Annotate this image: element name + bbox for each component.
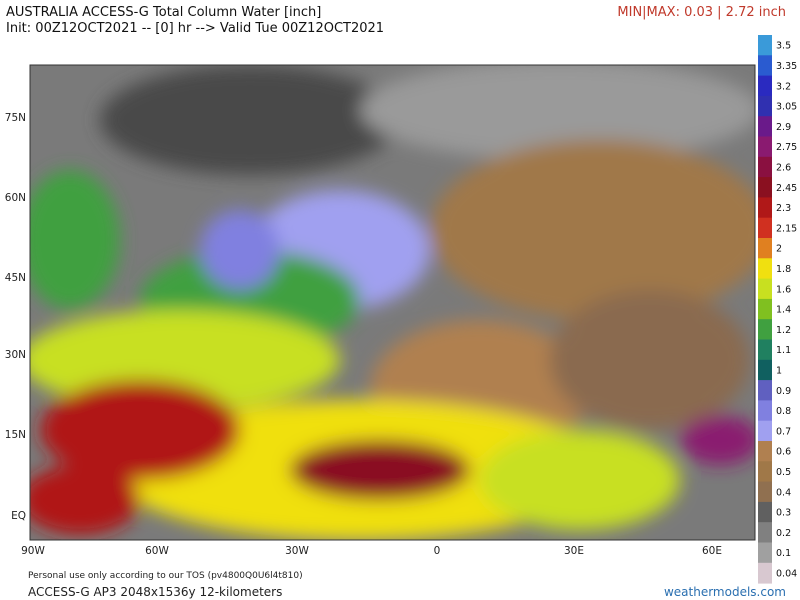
colorbar-swatch	[758, 562, 772, 584]
colorbar-swatch	[758, 461, 772, 483]
colorbar-label: 0.1	[776, 548, 791, 559]
colorbar-label: 0.3	[776, 508, 791, 519]
latitude-label: EQ	[11, 510, 26, 522]
colorbar-swatch	[758, 359, 772, 381]
init-line: Init: 00Z12OCT2021 -- [0] hr --> Valid T…	[6, 21, 384, 36]
colorbar-label: 2.3	[776, 203, 791, 214]
colorbar-swatch	[758, 197, 772, 219]
colorbar-label: 1.4	[776, 305, 791, 316]
coordinate-labels: 75N 60N 45N 30N 15N EQ 90W 60W 30W 0 30E 60E	[5, 112, 722, 557]
colorbar-swatch	[758, 55, 772, 77]
colorbar-swatch	[758, 95, 772, 117]
longitude-label: 90W	[21, 545, 45, 557]
colorbar-swatch	[758, 258, 772, 280]
longitude-label: 60E	[702, 545, 722, 557]
colorbar-label: 1.1	[776, 345, 791, 356]
colorbar-swatch	[758, 238, 772, 259]
colorbar-swatch	[758, 501, 772, 523]
colorbar-label: 1.6	[776, 284, 791, 295]
latitude-label: 15N	[5, 429, 26, 441]
colorbar-label: 0.4	[776, 487, 791, 498]
colorbar-label: 3.2	[776, 81, 791, 92]
title: AUSTRALIA ACCESS-G Total Column Water [i…	[6, 5, 321, 20]
longitude-label: 30W	[285, 545, 309, 557]
latitude-label: 30N	[5, 349, 26, 361]
colorbar-label: 1.8	[776, 264, 791, 275]
colorbar-swatch	[758, 420, 772, 442]
longitude-label: 30E	[564, 545, 584, 557]
colorbar-label: 0.2	[776, 528, 791, 539]
colorbar-swatch	[758, 319, 772, 340]
field-blobs	[30, 65, 755, 540]
tos-note: Personal use only according to our TOS (…	[28, 571, 303, 581]
longitude-label: 60W	[145, 545, 169, 557]
longitude-label: 0	[434, 545, 441, 557]
colorbar-label: 2.9	[776, 122, 791, 133]
colorbar-label: 0.6	[776, 447, 791, 458]
map-frame	[29, 64, 756, 541]
colorbar-label: 1.2	[776, 325, 791, 336]
min-max: MIN|MAX: 0.03 | 2.72 inch	[617, 5, 786, 20]
colorbar-label: 3.5	[776, 41, 791, 52]
colorbar-swatch	[758, 441, 772, 462]
colorbar-label: 0.7	[776, 426, 791, 437]
colorbar-swatch	[758, 400, 772, 422]
colorbar-label: 2.15	[776, 223, 797, 234]
colorbar: 3.5 3.35 3.2 3.05 2.9 2.75 2.6 2.45 2.3 2.15 2 1.8 1…	[758, 35, 797, 584]
latitude-label: 45N	[5, 272, 26, 284]
colorbar-swatch	[758, 116, 772, 137]
colorbar-label: 2	[776, 244, 782, 255]
colorbar-swatch	[758, 217, 772, 239]
colorbar-label: 3.05	[776, 102, 797, 113]
colorbar-label: 0.8	[776, 406, 791, 417]
colorbar-label: 2.6	[776, 162, 791, 173]
colorbar-swatch	[758, 35, 772, 56]
colorbar-label: 2.45	[776, 183, 797, 194]
colorbar-swatch	[758, 481, 772, 503]
colorbar-swatch	[758, 339, 772, 361]
colorbar-swatch	[758, 380, 772, 401]
colorbar-label: 0.04	[776, 568, 797, 579]
colorbar-swatch	[758, 177, 772, 198]
colorbar-swatch	[758, 136, 772, 158]
model-info: ACCESS-G AP3 2048x1536y 12-kilometers	[28, 585, 282, 599]
colorbar-label: 1	[776, 365, 782, 376]
colorbar-swatch	[758, 542, 772, 564]
colorbar-swatch	[758, 522, 772, 543]
site-link[interactable]: weathermodels.com	[664, 585, 786, 599]
colorbar-label: 3.35	[776, 61, 797, 72]
latitude-label: 60N	[5, 192, 26, 204]
colorbar-label: 0.9	[776, 386, 791, 397]
colorbar-swatch	[758, 75, 772, 97]
map-field	[30, 65, 755, 540]
colorbar-swatch	[758, 156, 772, 178]
colorbar-label: 2.75	[776, 142, 797, 153]
latitude-label: 75N	[5, 112, 26, 124]
colorbar-label: 0.5	[776, 467, 791, 478]
colorbar-swatch	[758, 298, 772, 320]
colorbar-swatch	[758, 278, 772, 300]
